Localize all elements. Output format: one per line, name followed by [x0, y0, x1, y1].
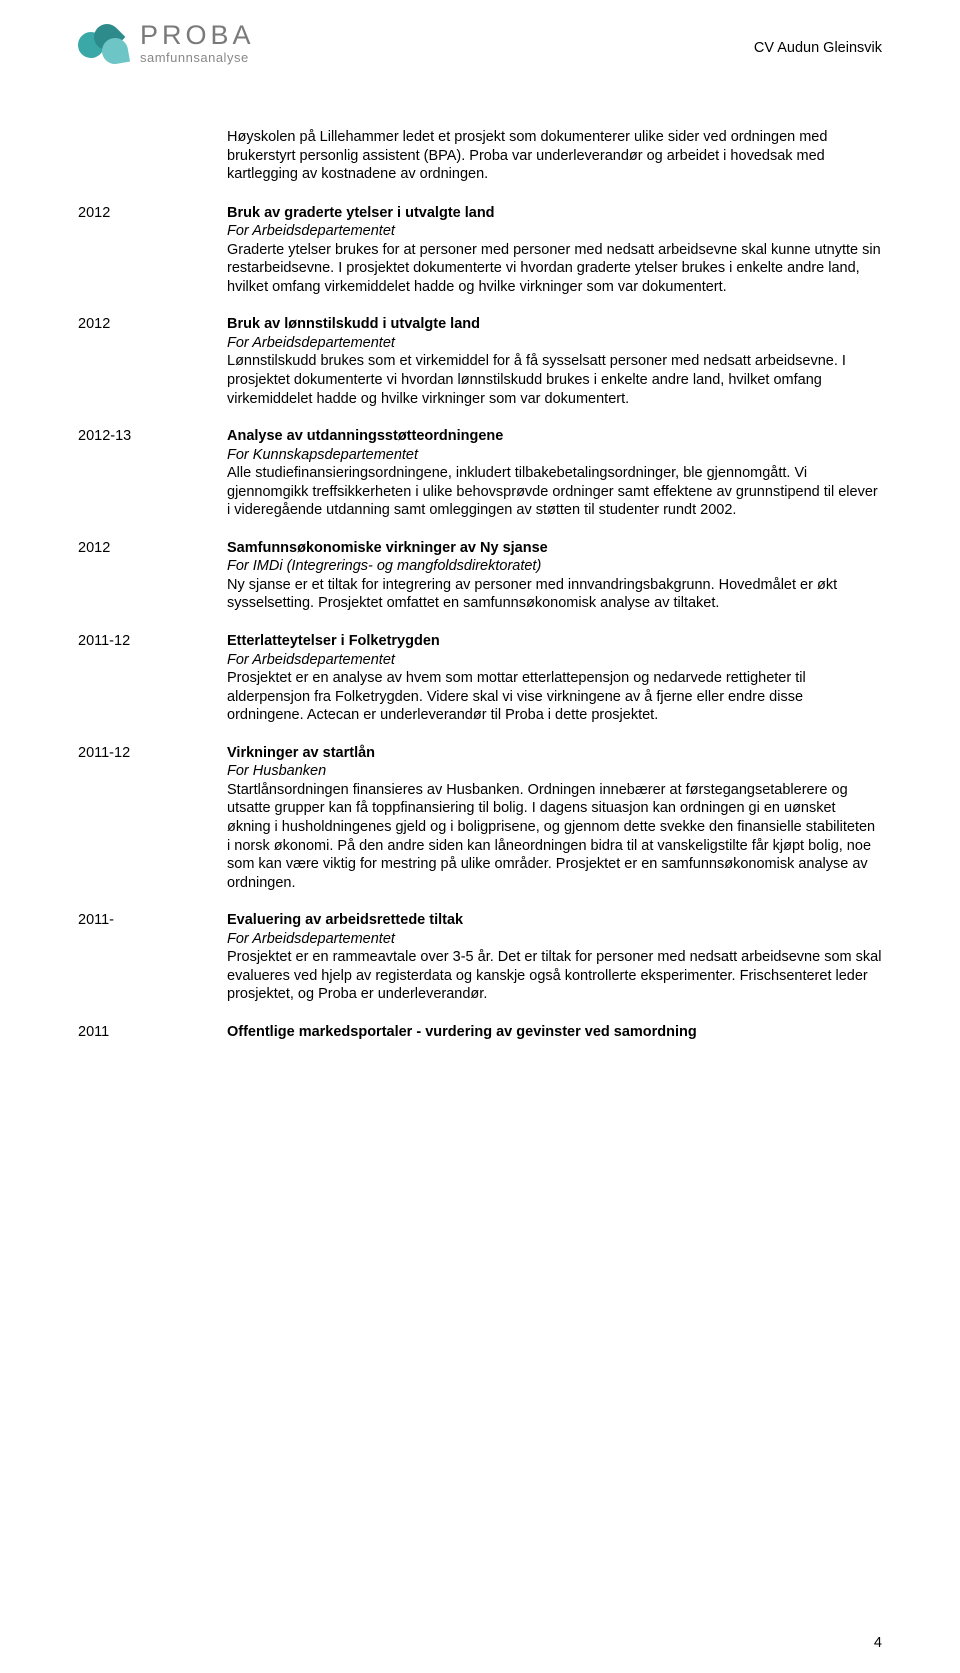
intro-paragraph: Høyskolen på Lillehammer ledet et prosje… — [227, 128, 882, 184]
entry-title: Samfunnsøkonomiske virkninger av Ny sjan… — [227, 539, 882, 558]
entry-client: For Arbeidsdepartementet — [227, 930, 882, 949]
entry-client: For Husbanken — [227, 762, 882, 781]
entry-client: For Kunnskapsdepartementet — [227, 446, 882, 465]
entry-title: Offentlige markedsportaler - vurdering a… — [227, 1023, 882, 1042]
logo-subtitle: samfunnsanalyse — [140, 50, 255, 65]
cv-entry: 2011-12Etterlatteytelser i FolketrygdenF… — [78, 632, 882, 725]
cv-name: CV Audun Gleinsvik — [754, 40, 882, 56]
entry-body: Virkninger av startlånFor HusbankenStart… — [227, 744, 882, 892]
entry-description: Prosjektet er en analyse av hvem som mot… — [227, 669, 882, 725]
logo-title: PROBA — [140, 22, 255, 49]
entry-title: Analyse av utdanningsstøtteordningene — [227, 427, 882, 446]
entry-description: Lønnstilskudd brukes som et virkemiddel … — [227, 352, 882, 408]
entry-body: Bruk av lønnstilskudd i utvalgte landFor… — [227, 315, 882, 408]
page-number: 4 — [874, 1635, 882, 1651]
entry-title: Bruk av graderte ytelser i utvalgte land — [227, 204, 882, 223]
cv-entry: 2012Bruk av graderte ytelser i utvalgte … — [78, 204, 882, 297]
entry-description: Prosjektet er en rammeavtale over 3-5 år… — [227, 948, 882, 1004]
entry-client: For Arbeidsdepartementet — [227, 334, 882, 353]
entry-title: Etterlatteytelser i Folketrygden — [227, 632, 882, 651]
entry-year: 2012-13 — [78, 427, 227, 520]
entry-year: 2012 — [78, 204, 227, 297]
entry-title: Evaluering av arbeidsrettede tiltak — [227, 911, 882, 930]
cv-entry: 2012Samfunnsøkonomiske virkninger av Ny … — [78, 539, 882, 613]
entry-description: Graderte ytelser brukes for at personer … — [227, 241, 882, 297]
entry-body: Bruk av graderte ytelser i utvalgte land… — [227, 204, 882, 297]
entry-year: 2011- — [78, 911, 227, 1004]
entry-client: For IMDi (Integrerings- og mangfoldsdire… — [227, 557, 882, 576]
entry-description: Alle studiefinansieringsordningene, inkl… — [227, 464, 882, 520]
entry-body: Analyse av utdanningsstøtteordningeneFor… — [227, 427, 882, 520]
logo: PROBA samfunnsanalyse — [78, 22, 255, 65]
entry-year: 2012 — [78, 315, 227, 408]
main-content: Høyskolen på Lillehammer ledet et prosje… — [0, 90, 960, 1041]
page-header: PROBA samfunnsanalyse CV Audun Gleinsvik — [0, 0, 960, 90]
entry-year: 2011 — [78, 1023, 227, 1042]
entry-client: For Arbeidsdepartementet — [227, 222, 882, 241]
entry-description: Ny sjanse er et tiltak for integrering a… — [227, 576, 882, 613]
cv-entry: 2011Offentlige markedsportaler - vurderi… — [78, 1023, 882, 1042]
cv-entry: 2012-13Analyse av utdanningsstøtteordnin… — [78, 427, 882, 520]
logo-text: PROBA samfunnsanalyse — [140, 22, 255, 65]
entry-client: For Arbeidsdepartementet — [227, 651, 882, 670]
entry-title: Bruk av lønnstilskudd i utvalgte land — [227, 315, 882, 334]
entry-body: Etterlatteytelser i FolketrygdenFor Arbe… — [227, 632, 882, 725]
entry-year: 2011-12 — [78, 744, 227, 892]
entry-body: Evaluering av arbeidsrettede tiltakFor A… — [227, 911, 882, 1004]
entry-year: 2012 — [78, 539, 227, 613]
entry-body: Offentlige markedsportaler - vurdering a… — [227, 1023, 882, 1042]
entry-body: Samfunnsøkonomiske virkninger av Ny sjan… — [227, 539, 882, 613]
entries-list: 2012Bruk av graderte ytelser i utvalgte … — [78, 204, 882, 1042]
cv-entry: 2011-Evaluering av arbeidsrettede tiltak… — [78, 911, 882, 1004]
entry-title: Virkninger av startlån — [227, 744, 882, 763]
entry-description: Startlånsordningen finansieres av Husban… — [227, 781, 882, 892]
cv-entry: 2012Bruk av lønnstilskudd i utvalgte lan… — [78, 315, 882, 408]
entry-year: 2011-12 — [78, 632, 227, 725]
cv-entry: 2011-12Virkninger av startlånFor Husbank… — [78, 744, 882, 892]
logo-mark — [78, 24, 134, 64]
